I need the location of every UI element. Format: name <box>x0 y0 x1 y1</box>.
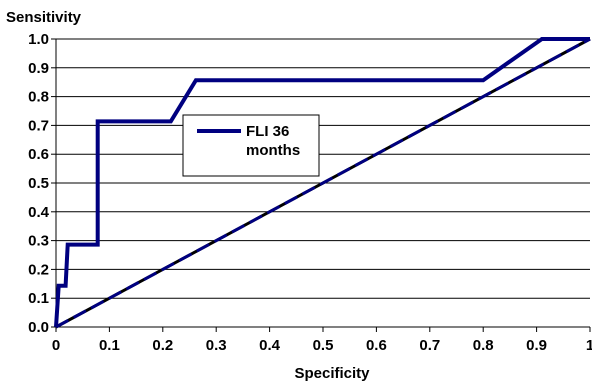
x-tick-label-5: 0.5 <box>313 337 334 354</box>
x-axis-title: Specificity <box>294 365 370 381</box>
y-tick-label-10: 1.0 <box>28 31 49 48</box>
x-tick-label-9: 0.9 <box>526 337 547 354</box>
y-tick-label-5: 0.5 <box>28 175 49 192</box>
x-tick-label-7: 0.7 <box>419 337 440 354</box>
series-layer <box>54 37 591 329</box>
x-tick-label-6: 0.6 <box>366 337 387 354</box>
x-tick-label-4: 0.4 <box>259 337 281 354</box>
x-tick-labels: 0 0.1 0.2 0.3 0.4 0.5 0.6 0.7 0.8 0.9 1 <box>52 327 592 354</box>
y-tick-label-6: 0.6 <box>28 146 49 163</box>
y-tick-label-2: 0.2 <box>28 261 49 278</box>
x-tick-label-1: 0.1 <box>99 337 120 354</box>
y-tick-label-7: 0.7 <box>28 117 49 134</box>
x-tick-label-3: 0.3 <box>206 337 227 354</box>
series-line-fli-36-months <box>54 37 590 328</box>
x-tick-label-8: 0.8 <box>473 337 494 354</box>
y-tick-labels: 0.0 0.1 0.2 0.3 0.4 0.5 0.6 0.7 0.8 0.9 1.0 <box>28 31 56 336</box>
y-tick-label-4: 0.4 <box>28 204 50 221</box>
legend-label-line-1: FLI 36 <box>246 123 289 140</box>
y-tick-label-1: 0.1 <box>28 290 49 307</box>
legend: FLI 36 months <box>182 114 320 177</box>
x-tick-label-2: 0.2 <box>152 337 173 354</box>
y-tick-label-0: 0.0 <box>28 319 49 336</box>
legend-box <box>182 114 320 177</box>
reference-diagonal-line <box>55 37 591 329</box>
y-tick-label-8: 0.8 <box>28 89 49 106</box>
legend-label-line-2: months <box>246 142 300 159</box>
x-tick-label-10: 1 <box>586 337 592 354</box>
x-tick-label-0: 0 <box>52 337 60 354</box>
y-tick-label-3: 0.3 <box>28 233 49 250</box>
y-tick-label-9: 0.9 <box>28 60 49 77</box>
y-axis-title: Sensitivity <box>6 9 82 26</box>
